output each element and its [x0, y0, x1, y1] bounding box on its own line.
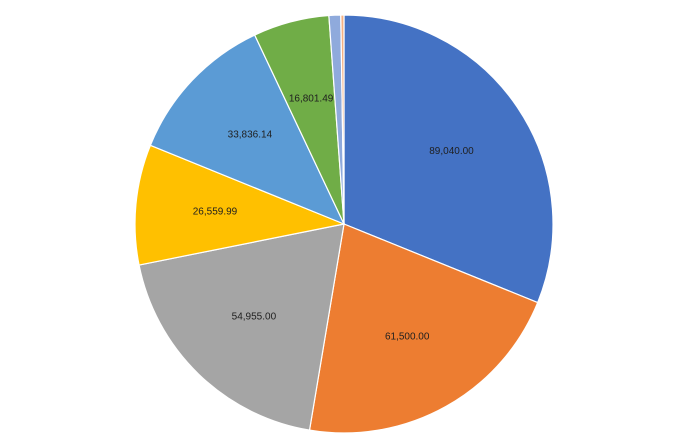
pie-slice-4 — [149, 34, 346, 226]
pie-data-label-4: 33,836.14 — [228, 130, 273, 141]
pie-data-label-1: 61,500.00 — [385, 332, 430, 343]
pie-slice-1 — [308, 223, 539, 434]
pie-slice-2 — [138, 223, 345, 431]
pie-data-label-5: 16,801.49 — [289, 93, 334, 104]
pie-data-label-0: 89,040.00 — [429, 146, 474, 157]
pie-data-label-3: 26,559.99 — [193, 206, 238, 217]
pie-slice-0 — [343, 14, 554, 304]
pie-data-label-2: 54,955.00 — [232, 312, 277, 323]
pie-slice-3 — [134, 144, 347, 266]
pie-slice-7 — [340, 14, 345, 225]
pie-slices — [134, 14, 554, 434]
pie-data-labels: 89,040.00 61,500.00 54,955.00 26,559.99 33,8… — [193, 93, 474, 342]
